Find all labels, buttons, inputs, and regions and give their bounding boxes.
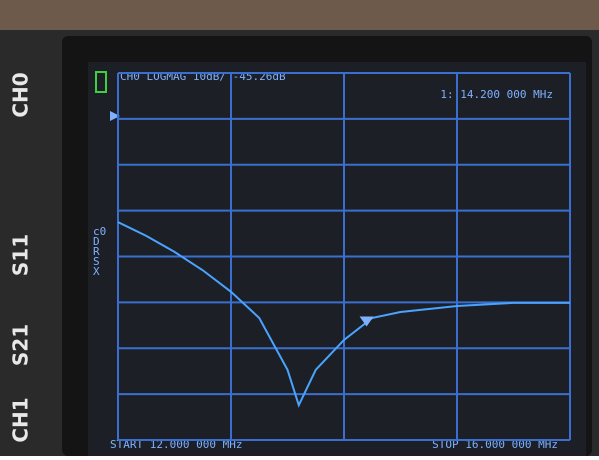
screen bbox=[88, 62, 586, 456]
bezel-label: CH0 bbox=[9, 72, 33, 117]
side-label: X bbox=[93, 265, 100, 278]
bezel-label: CH1 bbox=[9, 397, 33, 442]
screenshot: CH0 S11 S21 CH1 CH0 LOGMAG 10dB/ -45.26d… bbox=[0, 0, 599, 456]
bezel-label: S11 bbox=[9, 234, 33, 276]
header: CH0 LOGMAG 10dB/ -45.26dB bbox=[120, 70, 286, 83]
bezel-label: S21 bbox=[9, 324, 33, 366]
